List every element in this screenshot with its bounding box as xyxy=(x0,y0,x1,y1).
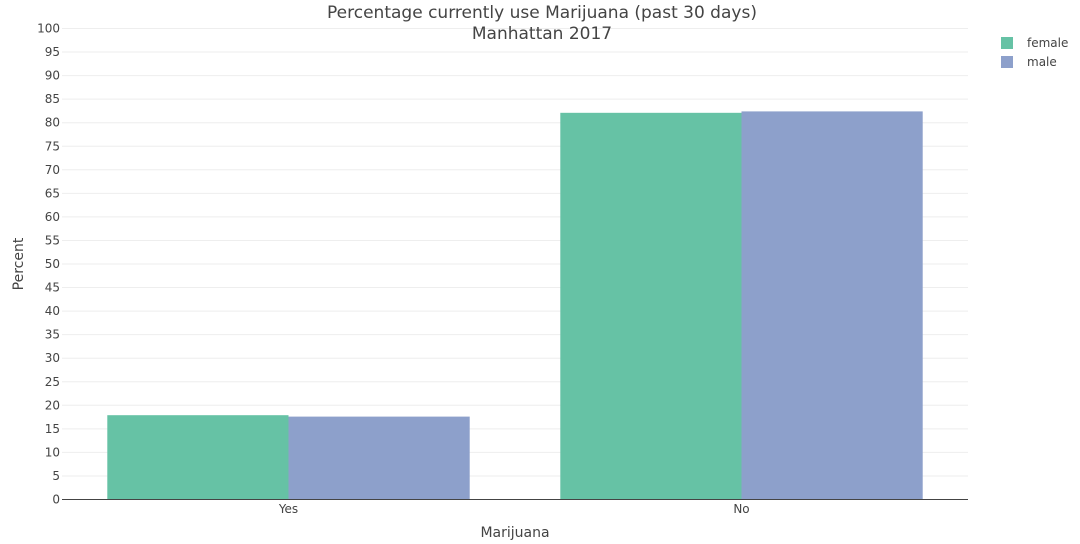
y-tick-label: 85 xyxy=(45,92,60,106)
legend-swatch-male[interactable] xyxy=(1001,56,1013,68)
y-tick-label: 35 xyxy=(45,328,60,342)
y-tick-label: 0 xyxy=(52,493,60,507)
x-axis-title: Marijuana xyxy=(480,525,549,541)
y-tick-label: 25 xyxy=(45,375,60,389)
bar-female-yes[interactable] xyxy=(107,415,289,500)
y-tick-label: 65 xyxy=(45,186,60,200)
legend-swatch-female[interactable] xyxy=(1001,37,1013,49)
y-tick-label: 50 xyxy=(45,257,60,271)
y-tick-label: 60 xyxy=(45,210,60,224)
x-tick-label: Yes xyxy=(278,502,298,516)
y-tick-label: 10 xyxy=(45,445,60,459)
chart-title: Percentage currently use Marijuana (past… xyxy=(327,3,757,23)
y-axis-ticks: 0 5 10 15 20 25 30 35 40 45 50 55 60 65 70 75 80 85 90 95 10… xyxy=(37,22,60,507)
y-tick-label: 5 xyxy=(52,469,60,483)
y-tick-label: 15 xyxy=(45,422,60,436)
legend[interactable]: female male xyxy=(1001,36,1068,69)
y-tick-label: 55 xyxy=(45,233,60,247)
x-axis-ticks: Yes No xyxy=(278,502,750,516)
x-tick-label: No xyxy=(733,502,749,516)
legend-label-female[interactable]: female xyxy=(1027,36,1068,50)
y-tick-label: 75 xyxy=(45,139,60,153)
legend-label-male[interactable]: male xyxy=(1027,55,1057,69)
y-tick-label: 20 xyxy=(45,398,60,412)
y-axis-title: Percent xyxy=(11,237,27,290)
y-tick-label: 100 xyxy=(37,22,60,36)
bar-female-no[interactable] xyxy=(560,112,742,500)
bars xyxy=(107,111,923,500)
y-tick-label: 90 xyxy=(45,69,60,83)
chart-subtitle: Manhattan 2017 xyxy=(472,24,612,44)
bar-male-yes[interactable] xyxy=(288,416,470,500)
y-tick-label: 95 xyxy=(45,45,60,59)
bar-male-no[interactable] xyxy=(741,111,923,500)
y-tick-label: 80 xyxy=(45,116,60,130)
y-tick-label: 70 xyxy=(45,163,60,177)
y-tick-label: 40 xyxy=(45,304,60,318)
y-tick-label: 45 xyxy=(45,281,60,295)
y-tick-label: 30 xyxy=(45,351,60,365)
